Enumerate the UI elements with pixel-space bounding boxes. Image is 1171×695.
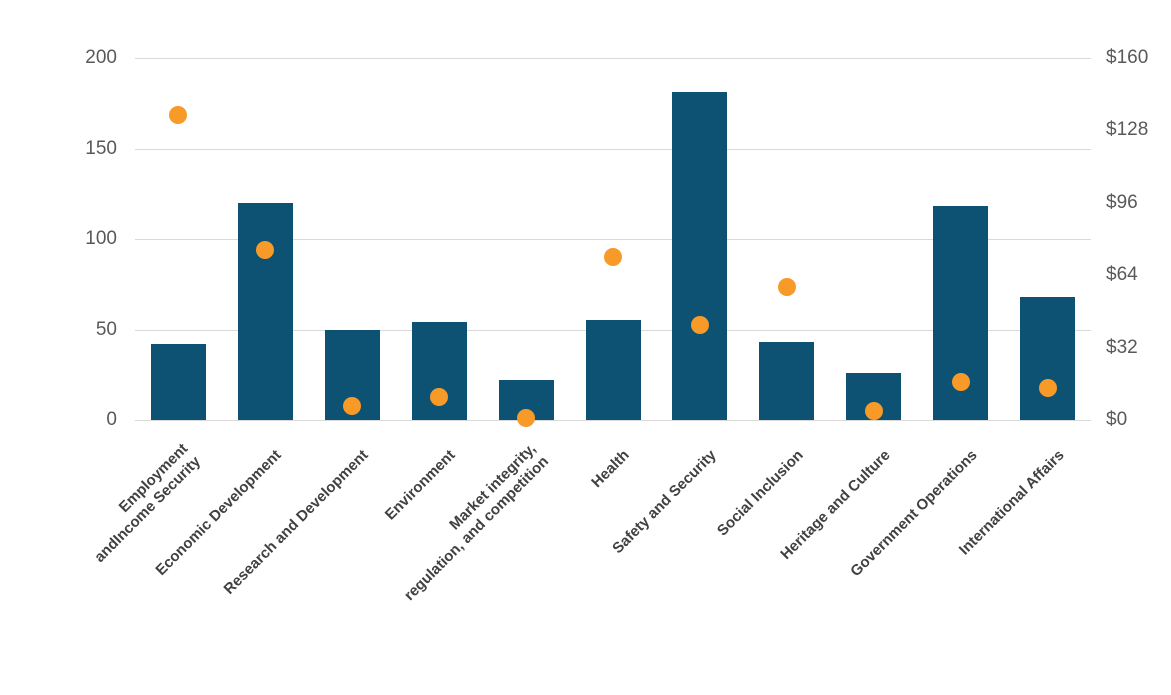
- program-count-bar: [585, 320, 641, 420]
- spending-dot: [604, 248, 622, 267]
- spending-dot: [169, 105, 188, 124]
- program-count-bar: [1020, 296, 1076, 420]
- spending-dot: [517, 408, 536, 427]
- category-label: Heritage and Culture: [777, 446, 894, 563]
- right-axis-tick-label: $128: [1106, 119, 1149, 141]
- spending-dot: [256, 241, 275, 260]
- left-axis-tick-label: 200: [85, 47, 117, 68]
- program-count-bar: [759, 342, 815, 420]
- gridline: [135, 239, 1091, 240]
- left-axis-tick-label: 50: [95, 318, 117, 340]
- program-count-bar: [150, 343, 206, 420]
- category-label: Social Inclusion: [713, 446, 807, 540]
- spending-dot: [777, 277, 796, 296]
- spending-dot: [690, 315, 709, 334]
- spending-dot: [1038, 379, 1057, 398]
- category-label: Research and Development: [220, 446, 372, 598]
- category-label: Market integrity, regulation, and competi…: [401, 440, 553, 605]
- right-axis-tick-label: $32: [1106, 336, 1138, 358]
- category-label: Government Operations: [846, 446, 981, 581]
- left-axis-tick-label: 150: [85, 137, 117, 159]
- category-label: International Affairs: [955, 446, 1068, 559]
- gridline: [135, 420, 1091, 421]
- spending-dot: [430, 388, 449, 407]
- right-axis-tick-label: $64: [1106, 264, 1138, 286]
- category-label: Employment andIncome Security: [91, 440, 205, 566]
- right-axis-tick-label: $96: [1106, 191, 1138, 213]
- right-axis-tick-label: $160: [1106, 47, 1149, 68]
- gridline: [135, 148, 1091, 150]
- program-count-bar: [237, 202, 293, 420]
- program-count-bar: [672, 92, 728, 420]
- spending-dot: [951, 372, 970, 391]
- spending-dot: [864, 401, 883, 420]
- gridline: [135, 58, 1091, 59]
- right-axis-tick-label: $0: [1106, 409, 1128, 430]
- left-axis-tick-label: 100: [85, 228, 117, 249]
- category-label: Safety and Security: [609, 446, 720, 558]
- spending-dot: [343, 397, 362, 416]
- left-axis-tick-label: 0: [106, 409, 117, 430]
